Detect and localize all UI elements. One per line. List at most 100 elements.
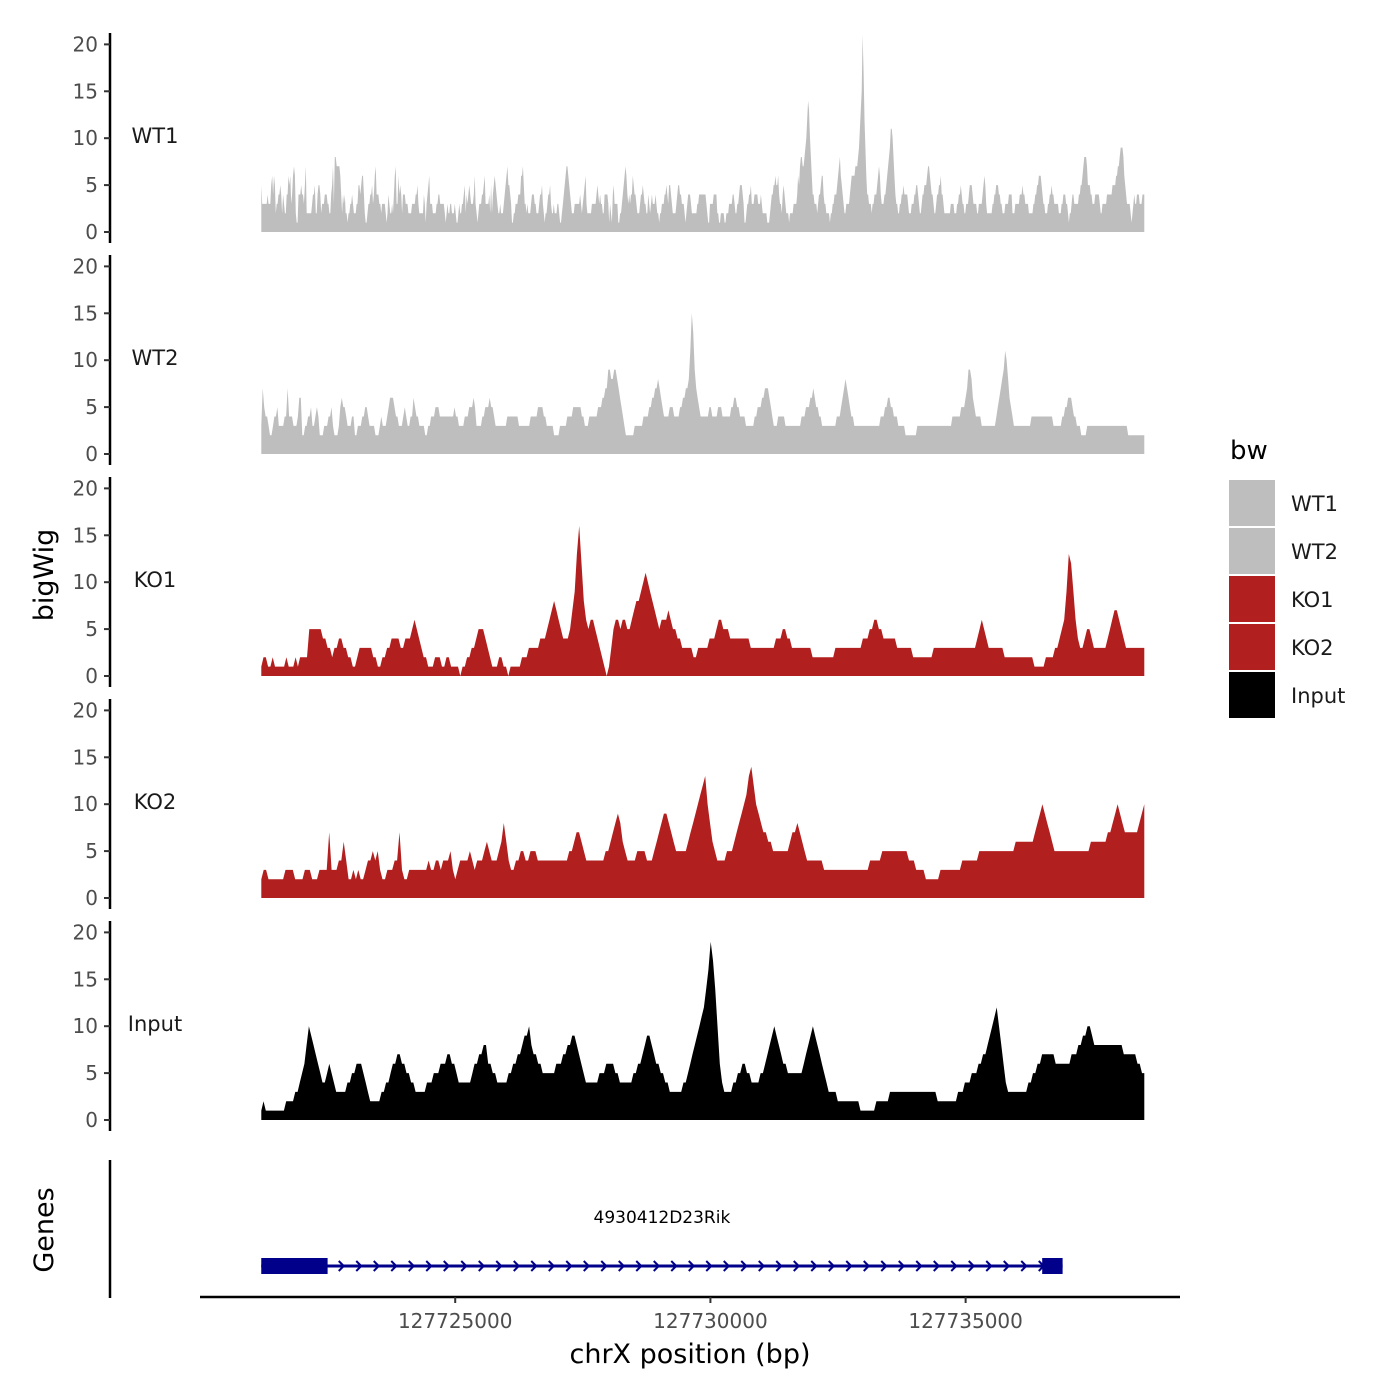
legend-label-wt1: WT1 <box>1291 492 1338 516</box>
strand-arrow <box>355 1260 363 1272</box>
y-tick-label: 20 <box>73 698 98 722</box>
y-tick-label: 5 <box>85 1061 98 1085</box>
y-tick-label: 15 <box>73 967 98 991</box>
y-tick-label: 0 <box>85 664 98 688</box>
strand-arrow <box>828 1260 836 1272</box>
x-axis-title: chrX position (bp) <box>569 1339 810 1370</box>
gene-track: 4930412D23Rik <box>108 1160 1063 1298</box>
strand-arrow <box>758 1260 766 1272</box>
track-label: KO1 <box>134 568 177 592</box>
strand-arrow <box>478 1260 486 1272</box>
track-input: 0 5 10 15 20 Input <box>73 920 1145 1132</box>
gene-4930412d23rik: 4930412D23Rik <box>261 1208 1063 1274</box>
strand-arrow <box>1020 1260 1028 1272</box>
y-tick-label: 10 <box>73 792 98 816</box>
strand-arrow <box>495 1260 503 1272</box>
track-wt2: 0 5 10 15 20 WT2 <box>73 254 1145 466</box>
strand-arrow <box>705 1260 713 1272</box>
strand-arrow <box>408 1260 416 1272</box>
y-tick-label: 0 <box>85 442 98 466</box>
strand-arrow <box>933 1260 941 1272</box>
y-tick-label: 15 <box>73 79 98 103</box>
strand-arrow <box>1003 1260 1011 1272</box>
strand-arrow <box>425 1260 433 1272</box>
strand-arrow <box>688 1260 696 1272</box>
strand-arrow <box>460 1260 468 1272</box>
y-tick-label: 15 <box>73 745 98 769</box>
strand-arrow <box>390 1260 398 1272</box>
strand-arrow <box>373 1260 381 1272</box>
strand-arrow <box>985 1260 993 1272</box>
legend-label-ko1: KO1 <box>1291 588 1334 612</box>
y-axis-title: bigWig <box>29 529 60 622</box>
y-tick-label: 15 <box>73 301 98 325</box>
x-axis: 127725000 127730000 127735000 <box>200 1295 1180 1333</box>
gene-exon <box>261 1258 328 1274</box>
y-tick-label: 20 <box>73 254 98 278</box>
strand-arrow <box>600 1260 608 1272</box>
bigwig-tracks: 0 5 10 15 20 WT1 0 5 10 15 20 WT2 0 5 10 15 20 KO1 0 5 10 15 2… <box>73 32 1145 1132</box>
track-wt1: 0 5 10 15 20 WT1 <box>73 32 1145 244</box>
y-tick-label: 10 <box>73 1014 98 1038</box>
y-tick-label: 0 <box>85 1108 98 1132</box>
legend-label-wt2: WT2 <box>1291 540 1338 564</box>
strand-arrow <box>443 1260 451 1272</box>
strand-arrow <box>565 1260 573 1272</box>
strand-arrow <box>810 1260 818 1272</box>
strand-arrow <box>915 1260 923 1272</box>
y-tick-label: 0 <box>85 886 98 910</box>
area-wt2 <box>261 313 1145 454</box>
strand-arrow <box>548 1260 556 1272</box>
strand-arrow <box>775 1260 783 1272</box>
legend-title: bw <box>1230 436 1268 466</box>
y-tick-label: 20 <box>73 920 98 944</box>
legend-key-wt2 <box>1229 528 1275 574</box>
x-tick-label: 127725000 <box>398 1309 513 1333</box>
y-tick-label: 5 <box>85 173 98 197</box>
strand-arrow <box>793 1260 801 1272</box>
strand-arrow <box>863 1260 871 1272</box>
legend-key-wt1 <box>1229 480 1275 526</box>
strand-arrow <box>583 1260 591 1272</box>
area-input <box>261 941 1145 1120</box>
strand-arrow <box>670 1260 678 1272</box>
strand-arrow <box>898 1260 906 1272</box>
y-tick-label: 5 <box>85 395 98 419</box>
y-tick-label: 10 <box>73 348 98 372</box>
strand-arrow <box>740 1260 748 1272</box>
strand-arrow <box>723 1260 731 1272</box>
area-ko1 <box>261 525 1145 676</box>
y-tick-label: 5 <box>85 839 98 863</box>
y-tick-label: 15 <box>73 523 98 547</box>
area-ko2 <box>261 766 1145 898</box>
strand-arrow <box>635 1260 643 1272</box>
legend-key-ko2 <box>1229 624 1275 670</box>
track-label: KO2 <box>134 790 177 814</box>
strand-arrow <box>845 1260 853 1272</box>
track-label: WT2 <box>132 346 179 370</box>
strand-arrow <box>513 1260 521 1272</box>
legend-key-ko1 <box>1229 576 1275 622</box>
y-tick-label: 20 <box>73 32 98 56</box>
y-tick-label: 5 <box>85 617 98 641</box>
x-tick-label: 127735000 <box>908 1309 1023 1333</box>
track-label: Input <box>128 1012 182 1036</box>
strand-arrow <box>950 1260 958 1272</box>
gene-exon <box>1042 1258 1063 1274</box>
y-tick-label: 10 <box>73 126 98 150</box>
track-ko1: 0 5 10 15 20 KO1 <box>73 476 1145 688</box>
genes-axis-title: Genes <box>29 1187 60 1272</box>
legend-label-ko2: KO2 <box>1291 636 1334 660</box>
strand-arrow <box>530 1260 538 1272</box>
y-tick-label: 20 <box>73 476 98 500</box>
strand-arrow <box>880 1260 888 1272</box>
x-tick-label: 127730000 <box>653 1309 768 1333</box>
y-tick-label: 10 <box>73 570 98 594</box>
track-ko2: 0 5 10 15 20 KO2 <box>73 698 1145 910</box>
legend-key-input <box>1229 672 1275 718</box>
legend-label-input: Input <box>1291 684 1345 708</box>
strand-arrow <box>968 1260 976 1272</box>
strand-arrow <box>338 1260 346 1272</box>
